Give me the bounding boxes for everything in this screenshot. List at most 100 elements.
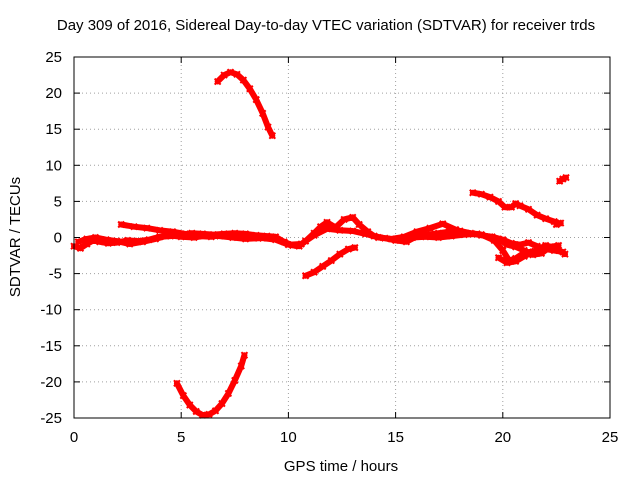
data-point xyxy=(374,233,383,242)
data-point xyxy=(439,220,447,228)
data-point xyxy=(205,410,213,419)
x-tick-label: 5 xyxy=(177,429,185,446)
data-point xyxy=(349,227,357,235)
data-point xyxy=(268,131,277,140)
data-point xyxy=(91,233,100,242)
data-point xyxy=(179,391,188,400)
data-point xyxy=(327,256,335,265)
data-point xyxy=(231,376,239,385)
x-axis-label: GPS time / hours xyxy=(284,458,398,475)
data-point xyxy=(216,232,224,240)
data-point xyxy=(228,233,237,242)
data-point xyxy=(421,233,430,241)
x-tick-label: 25 xyxy=(602,429,619,446)
data-point xyxy=(340,215,348,224)
data-point xyxy=(541,215,550,223)
chart-title: Day 309 of 2016, Sidereal Day-to-day VTE… xyxy=(57,17,595,34)
data-point xyxy=(297,240,305,248)
data-point xyxy=(117,220,125,229)
data-point xyxy=(562,173,570,182)
series-arc-high-peak xyxy=(213,68,277,140)
x-tick-label: 10 xyxy=(280,429,297,446)
data-point xyxy=(203,231,211,240)
series-trace xyxy=(396,230,562,258)
data-point xyxy=(344,245,353,253)
data-point xyxy=(177,233,185,241)
data-point xyxy=(220,71,228,79)
series-band-main-c xyxy=(74,231,275,248)
data-point xyxy=(213,77,222,86)
data-point xyxy=(460,230,468,239)
data-point xyxy=(233,70,241,79)
data-point xyxy=(323,225,331,233)
data-point xyxy=(323,218,331,227)
data-point xyxy=(198,411,207,419)
data-point xyxy=(524,238,533,247)
data-point xyxy=(143,224,151,232)
data-point xyxy=(473,230,481,238)
y-tick-label: -25 xyxy=(40,410,62,427)
data-point xyxy=(355,220,363,229)
data-point xyxy=(239,76,248,84)
data-point xyxy=(546,243,554,251)
data-point xyxy=(130,222,138,231)
data-point xyxy=(318,262,327,271)
data-point xyxy=(533,211,541,219)
y-tick-label: 15 xyxy=(45,121,62,138)
series-short-arc-right xyxy=(555,173,570,185)
data-point xyxy=(387,235,396,243)
data-point xyxy=(361,230,370,238)
y-tick-label: -20 xyxy=(40,374,62,391)
series-fragment-late xyxy=(552,219,565,229)
data-point xyxy=(413,228,421,236)
data-point xyxy=(310,231,318,240)
series-arc-late-upper xyxy=(469,189,563,227)
data-point xyxy=(83,235,91,243)
data-series xyxy=(70,68,570,419)
y-tick-label: -5 xyxy=(49,266,62,283)
data-point xyxy=(113,237,121,245)
data-point xyxy=(556,219,565,227)
data-point xyxy=(486,233,494,241)
data-point xyxy=(254,234,263,242)
data-point xyxy=(451,225,460,234)
data-point xyxy=(396,235,404,244)
data-point xyxy=(102,235,110,244)
data-point xyxy=(151,235,160,243)
data-point xyxy=(494,235,503,243)
y-tick-label: 0 xyxy=(54,230,62,247)
data-point xyxy=(224,389,233,398)
data-point xyxy=(447,232,456,240)
data-point xyxy=(434,233,443,242)
data-point xyxy=(211,407,220,415)
data-point xyxy=(126,240,134,248)
data-point xyxy=(237,362,245,370)
y-tick-label: -15 xyxy=(40,338,62,355)
series-arc-low-trough xyxy=(173,351,249,419)
data-point xyxy=(349,213,357,221)
data-point xyxy=(284,241,293,249)
y-tick-label: 20 xyxy=(45,85,62,102)
data-point xyxy=(486,193,494,201)
data-point xyxy=(511,199,520,208)
data-point xyxy=(351,243,359,252)
series-band-main-d xyxy=(396,230,563,259)
data-point xyxy=(503,241,511,249)
series-segment-late-low xyxy=(494,245,546,267)
data-point xyxy=(241,235,250,243)
y-axis-label: SDTVAR / TECUs xyxy=(7,177,24,297)
data-point xyxy=(516,202,524,210)
data-point xyxy=(426,224,434,232)
data-point xyxy=(511,257,520,266)
data-point xyxy=(511,243,520,251)
data-point xyxy=(499,246,507,255)
axis-ticks: 0 5 10 15 20 25 -25 -20 -15 -10 -5 0 5 10 15 20 25 xyxy=(40,49,618,446)
series-trace xyxy=(214,69,276,139)
data-point xyxy=(529,248,537,256)
data-point xyxy=(409,233,417,242)
data-point xyxy=(501,203,509,211)
data-point xyxy=(310,268,318,276)
data-point xyxy=(226,68,235,76)
data-point xyxy=(494,197,503,206)
